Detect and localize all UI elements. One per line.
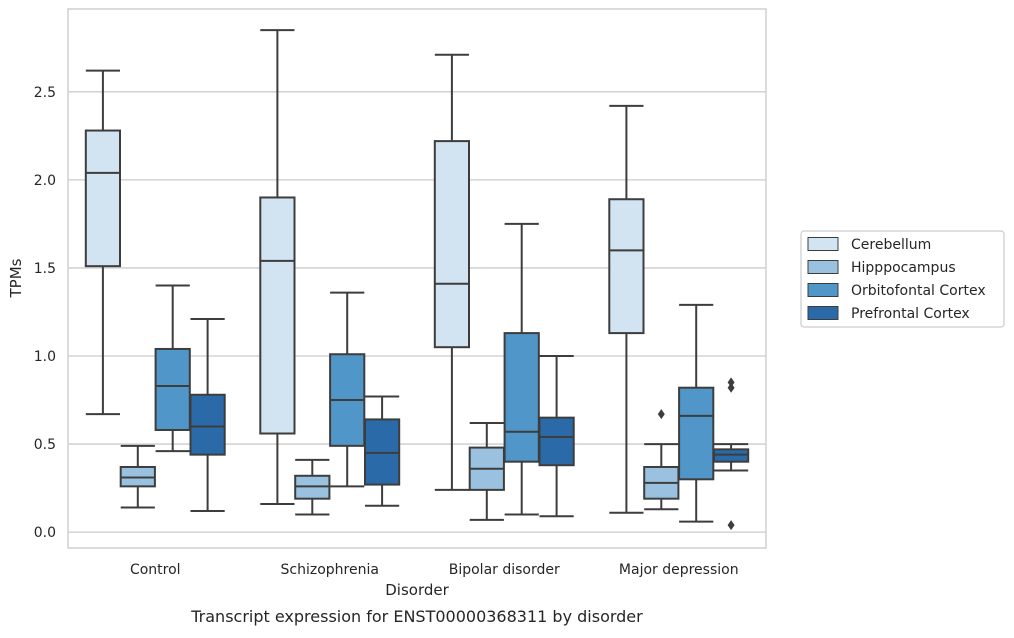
y-tick-label: 1.0 xyxy=(34,349,56,365)
outlier-point xyxy=(727,520,735,531)
box-group xyxy=(119,444,156,509)
y-tick-label: 0.0 xyxy=(34,525,56,541)
x-tick-label: Major depression xyxy=(619,562,739,578)
box-group xyxy=(189,318,226,513)
legend: Cerebellum Hipppocampus Orbitofontal Corte… xyxy=(800,230,1005,328)
box-group xyxy=(678,303,715,523)
legend-swatch xyxy=(807,260,839,274)
outlier-point xyxy=(727,377,735,388)
box-group xyxy=(294,458,331,516)
legend-label: Orbitofontal Cortex xyxy=(851,283,986,299)
box-group xyxy=(643,409,680,511)
box xyxy=(503,332,540,463)
chart-title: Transcript expression for ENST0000036831… xyxy=(190,607,643,626)
box xyxy=(678,386,715,481)
legend-swatch xyxy=(807,237,839,251)
y-tick-label: 2.5 xyxy=(34,85,56,101)
plot-frame xyxy=(67,8,767,549)
legend-swatch xyxy=(807,306,839,320)
y-tick-label: 1.5 xyxy=(34,261,56,277)
legend-frame xyxy=(800,230,1005,328)
legend-label: Cerebellum xyxy=(851,237,931,253)
box-group xyxy=(84,69,122,416)
box-group xyxy=(154,284,191,453)
y-axis-label: TPMs xyxy=(7,258,25,298)
legend-label: Prefrontal Cortex xyxy=(851,306,970,322)
box xyxy=(154,347,191,431)
y-tick-label: 2.0 xyxy=(34,173,56,189)
box-group xyxy=(468,421,505,521)
box-group xyxy=(259,29,296,505)
box-group xyxy=(712,377,750,531)
box-group xyxy=(363,395,401,507)
box-group xyxy=(608,104,645,514)
box-group xyxy=(329,291,366,488)
y-tick-label: 0.5 xyxy=(34,437,56,453)
box-group xyxy=(538,355,575,518)
x-tick-label: Control xyxy=(130,562,181,578)
outlier-point xyxy=(727,382,735,393)
outlier-point xyxy=(657,409,665,420)
x-tick-label: Bipolar disorder xyxy=(449,562,560,578)
x-tick-label: Schizophrenia xyxy=(281,562,379,578)
box-group xyxy=(433,53,471,491)
box xyxy=(189,393,226,456)
x-axis-label: Disorder xyxy=(385,581,449,599)
legend-swatch xyxy=(807,283,839,297)
box-group xyxy=(503,222,540,516)
box xyxy=(433,140,471,349)
legend-label: Hipppocampus xyxy=(851,260,956,276)
box xyxy=(538,416,575,467)
box xyxy=(259,196,296,435)
box xyxy=(608,198,645,335)
box xyxy=(84,129,122,268)
